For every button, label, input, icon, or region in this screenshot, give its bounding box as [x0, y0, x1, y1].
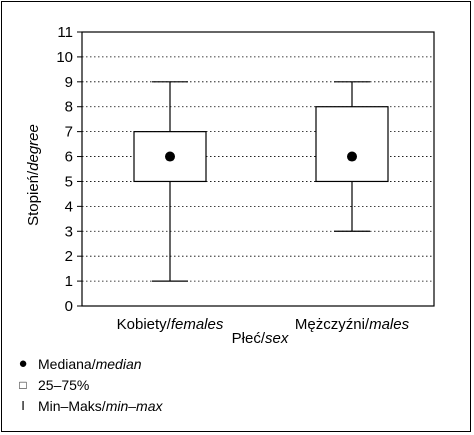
y-axis-label: Stopień/degree — [25, 124, 42, 226]
x-axis-label-italic: sex — [265, 330, 289, 347]
y-axis-label-italic: degree — [25, 124, 42, 171]
y-tick-label: 2 — [65, 248, 73, 265]
legend-label-iqr: 25–75% — [38, 377, 90, 393]
y-tick-label: 7 — [65, 124, 73, 141]
box-group — [315, 81, 389, 232]
x-category-label: Kobiety/females — [117, 316, 224, 333]
legend-label-range: Min–Maks/min–max — [38, 398, 163, 414]
x-category-label: Mężczyźni/males — [295, 316, 410, 333]
y-tick-label: 0 — [65, 298, 73, 315]
x-axis-label-main: Płeć/ — [232, 330, 266, 347]
legend-label-median: Mediana/median — [38, 356, 142, 372]
median-point — [165, 151, 175, 162]
y-tick-label: 10 — [56, 49, 73, 66]
y-tick-label: 11 — [57, 24, 73, 41]
median-point — [347, 151, 357, 162]
median-dot-icon: ● — [18, 355, 28, 372]
plot-area — [81, 31, 435, 307]
box-group — [133, 81, 207, 282]
box-series — [133, 81, 389, 282]
y-tick-label: 5 — [65, 173, 73, 190]
y-tick-label: 9 — [65, 74, 73, 91]
x-category-labels: Kobiety/females Mężczyźni/males — [117, 316, 410, 333]
iqr-box — [315, 106, 389, 183]
x-axis-label: Płeć/sex — [232, 330, 289, 347]
y-tick-label: 8 — [65, 99, 73, 116]
y-tick-label: 6 — [65, 149, 73, 166]
y-tick-label: 4 — [65, 198, 73, 215]
y-tick-label: 1 — [65, 273, 73, 290]
whisker-icon: I — [21, 398, 25, 413]
y-axis-label-main: Stopień/ — [25, 170, 42, 226]
box-square-icon: □ — [19, 378, 27, 392]
y-tick-label: 3 — [65, 223, 73, 240]
y-tick-labels: 0 1 2 3 4 5 6 7 8 9 10 11 — [56, 24, 82, 315]
